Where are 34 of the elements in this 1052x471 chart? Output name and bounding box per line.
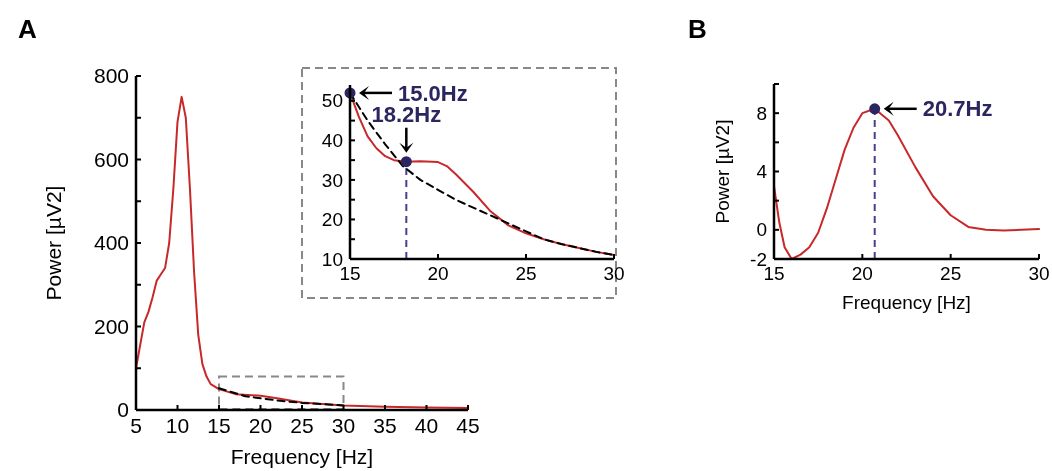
y-tick-label: 4 [756,161,768,183]
y-tick-label: 20 [321,209,343,231]
x-tick-label: 20 [248,414,273,437]
x-tick-label: 25 [515,263,537,284]
y-tick-label: 50 [321,90,343,112]
x-tick-label: 35 [373,414,397,437]
x-axis-title: Frequency [Hz] [230,445,374,468]
y-tick-label: 0 [117,398,129,422]
x-tick-label: 10 [165,414,190,437]
y-axis-title: Power [µV2] [42,185,65,301]
y-tick-label: 400 [93,231,129,255]
x-tick-label: 30 [603,263,625,284]
x-tick-label: 20 [427,263,449,284]
y-axis-title: Power [µV2] [712,119,733,224]
x-tick-label: 5 [130,414,142,437]
x-tick-label: 25 [940,263,962,284]
x-tick-label: 15 [207,414,231,437]
x-tick-label: 30 [1028,263,1050,284]
y-tick-label: 8 [756,102,767,124]
x-tick-label: 45 [456,414,480,437]
x-axis-title: Frequency [Hz] [842,292,971,313]
x-tick-label: 40 [414,414,439,437]
y-tick-label: 30 [321,169,343,191]
chart-title: A [18,14,37,44]
chart-title: B [688,14,707,44]
x-tick-label: 25 [290,414,314,437]
x-tick-label: 20 [851,263,873,284]
annotation: 20.7Hz [922,96,993,122]
y-tick-label: 200 [93,314,129,338]
y-tick-label: 0 [756,219,767,241]
y-tick-label: 40 [321,130,343,152]
y-tick-label: 600 [93,147,129,171]
x-tick-label: 15 [763,263,785,284]
y-tick-label: 800 [93,64,129,88]
